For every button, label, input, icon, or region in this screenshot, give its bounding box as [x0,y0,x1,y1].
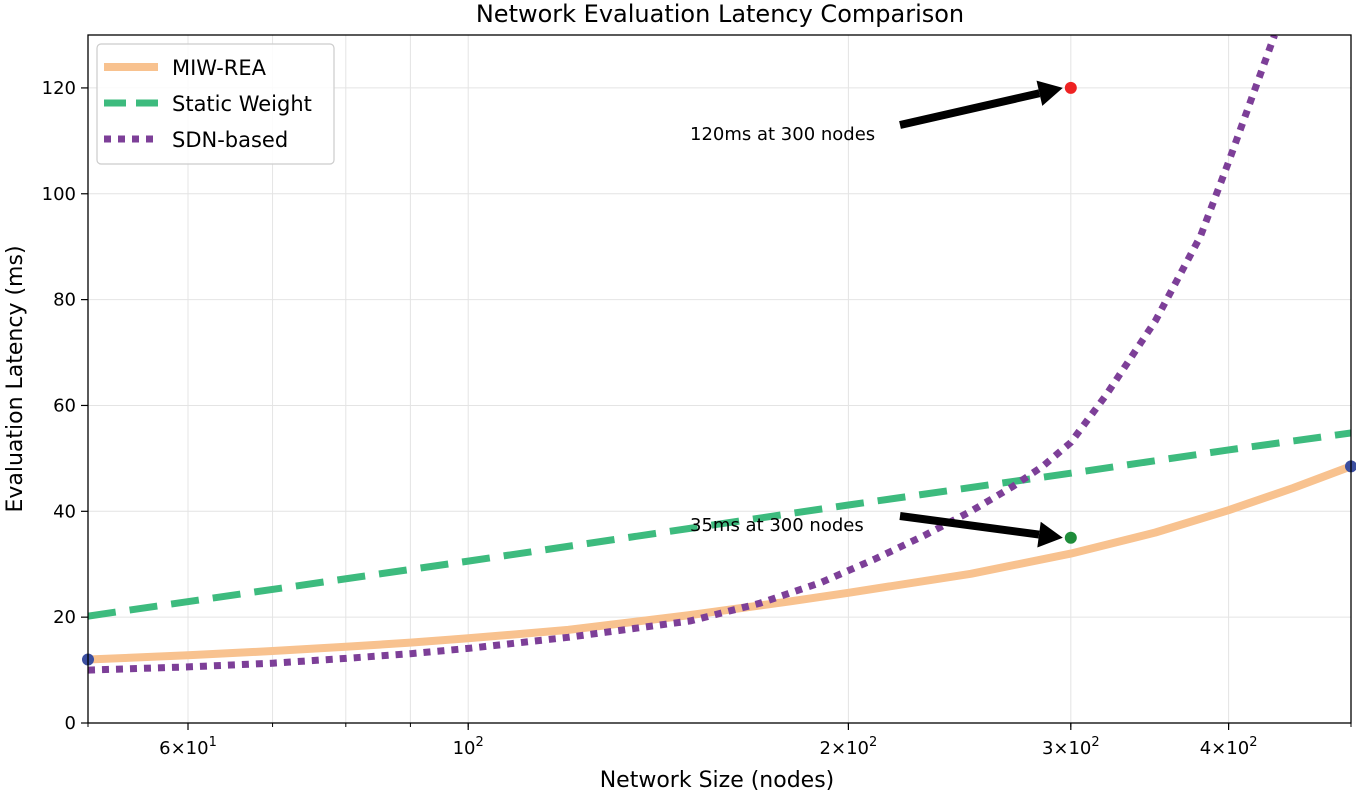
y-tick-label: 120 [42,78,76,99]
series-line-miw-rea [88,462,1351,664]
data-point-marker [1064,531,1077,544]
x-tick-label: 2×102 [820,735,878,759]
legend-label: Static Weight [172,92,312,116]
series-line-static-weight [88,429,1351,620]
annotation-arrow-head [1036,80,1063,106]
point-markers [82,81,1356,666]
x-tick-label: 6×101 [159,735,217,759]
annotation-text: 35ms at 300 nodes [690,515,864,536]
annotations: 120ms at 300 nodes 35ms at 300 nodes [690,80,1063,548]
data-point-marker [1064,81,1077,94]
axis-ticks: 6×101 102 2×102 3×102 4×102 0 20 40 60 80 100 120 [42,78,1352,759]
legend-label: SDN-based [172,128,288,152]
y-tick-label: 100 [42,184,76,205]
x-tick-label: 4×102 [1200,735,1258,759]
plot-frame [87,34,1352,724]
annotation-arrow-head [1037,521,1063,548]
chart-title: Network Evaluation Latency Comparison [476,0,964,28]
legend-box [96,43,335,165]
x-axis-label: Network Size (nodes) [600,768,835,793]
legend-label: MIW-REA [172,56,267,80]
y-tick-label: 80 [53,290,76,311]
y-tick-label: 20 [53,607,76,628]
annotation-arrow-shaft [899,512,1040,539]
series-lines [88,35,1351,674]
x-tick-label: 3×102 [1042,735,1100,759]
y-tick-label: 40 [53,501,76,522]
legend: MIW-REA Static Weight SDN-based [96,43,335,165]
y-tick-label: 0 [65,713,76,734]
y-tick-label: 60 [53,395,76,416]
annotation-arrow-shaft [899,89,1041,129]
annotation-text: 120ms at 300 nodes [690,124,875,145]
x-tick-label: 102 [453,735,484,759]
series-line-sdn-based [88,35,1278,674]
y-axis-label: Evaluation Latency (ms) [3,245,28,512]
